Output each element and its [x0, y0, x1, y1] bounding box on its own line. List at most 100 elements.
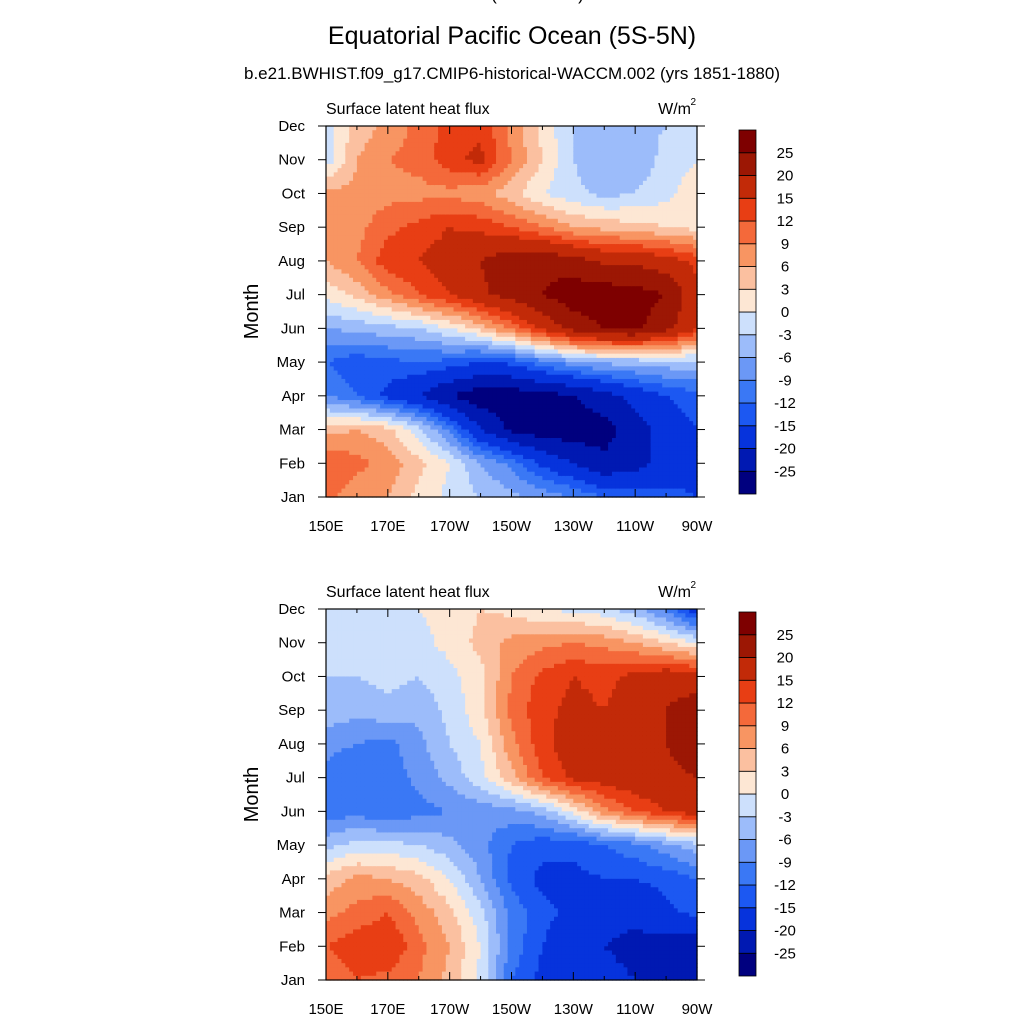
- field-cell: [376, 374, 381, 380]
- field-cell: [426, 269, 431, 275]
- field-cell: [418, 345, 424, 351]
- field-cell: [438, 391, 443, 397]
- field-cell: [391, 311, 397, 317]
- field-cell: [441, 138, 447, 144]
- field-cell: [507, 429, 513, 435]
- field-cell: [526, 450, 532, 456]
- field-cell: [395, 159, 401, 165]
- field-cell: [488, 400, 493, 405]
- field-cell: [445, 488, 451, 494]
- field-cell: [391, 290, 397, 296]
- field-cell: [530, 151, 536, 157]
- field-cell: [426, 383, 431, 388]
- field-cell: [430, 345, 435, 351]
- field-cell: [376, 239, 381, 245]
- field-cell: [449, 218, 455, 224]
- contour-field: [326, 126, 698, 498]
- field-cell: [399, 459, 404, 464]
- field-cell: [414, 176, 420, 182]
- field-cell: [519, 260, 524, 266]
- field-cell: [380, 404, 385, 410]
- field-cell: [341, 227, 346, 232]
- field-cell: [403, 425, 408, 431]
- field-cell: [345, 336, 350, 342]
- field-cell: [383, 231, 389, 237]
- field-cell: [418, 349, 424, 355]
- field-cell: [534, 151, 540, 157]
- field-cell: [465, 155, 470, 161]
- field-cell: [534, 425, 540, 431]
- field-cell: [329, 227, 335, 232]
- field-cell: [461, 319, 466, 325]
- field-cell: [472, 210, 478, 216]
- field-cell: [480, 353, 486, 359]
- field-cell: [492, 159, 497, 165]
- field-cell: [333, 383, 339, 388]
- field-cell: [480, 408, 486, 414]
- field-cell: [542, 176, 547, 182]
- field-cell: [407, 273, 412, 279]
- field-cell: [507, 180, 513, 186]
- field-cell: [449, 138, 455, 144]
- field-cell: [465, 311, 470, 317]
- field-cell: [476, 341, 482, 346]
- field-cell: [538, 281, 544, 287]
- field-cell: [523, 231, 528, 237]
- field-cell: [403, 412, 408, 418]
- field-cell: [484, 210, 489, 216]
- field-cell: [364, 341, 370, 346]
- field-cell: [368, 408, 373, 414]
- field-cell: [364, 256, 370, 262]
- field-cell: [395, 480, 401, 485]
- field-cell: [538, 345, 544, 351]
- field-cell: [422, 416, 428, 422]
- field-cell: [337, 298, 343, 304]
- field-cell: [368, 227, 373, 232]
- field-cell: [534, 492, 540, 498]
- field-cell: [476, 231, 482, 237]
- field-cell: [449, 307, 455, 313]
- field-cell: [395, 260, 401, 266]
- field-cell: [356, 374, 362, 380]
- field-cell: [333, 433, 339, 439]
- field-cell: [441, 159, 447, 165]
- field-cell: [403, 130, 408, 136]
- field-cell: [530, 353, 536, 359]
- field-cell: [337, 336, 343, 342]
- field-cell: [542, 357, 547, 363]
- field-cell: [519, 159, 524, 165]
- field-cell: [523, 480, 528, 485]
- field-cell: [449, 286, 455, 292]
- field-cell: [387, 147, 393, 152]
- field-cell: [333, 404, 339, 410]
- field-cell: [472, 126, 478, 131]
- field-cell: [329, 341, 335, 346]
- field-cell: [360, 235, 366, 241]
- field-cell: [349, 463, 354, 469]
- field-cell: [337, 260, 343, 266]
- field-cell: [391, 366, 397, 372]
- field-cell: [499, 484, 505, 490]
- field-cell: [383, 332, 389, 338]
- field-cell: [530, 446, 536, 452]
- field-cell: [353, 324, 358, 329]
- field-cell: [422, 429, 428, 435]
- field-cell: [399, 429, 404, 435]
- field-cell: [411, 341, 416, 346]
- field-cell: [511, 273, 516, 279]
- field-cell: [337, 480, 343, 485]
- field-cell: [530, 362, 536, 367]
- field-cell: [426, 126, 431, 131]
- field-cell: [414, 336, 420, 342]
- field-cell: [453, 206, 458, 211]
- field-cell: [329, 446, 335, 452]
- field-cell: [376, 222, 381, 228]
- field-cell: [449, 235, 455, 241]
- field-cell: [472, 311, 478, 317]
- field-cell: [499, 332, 505, 338]
- field-cell: [422, 378, 428, 384]
- field-cell: [461, 281, 466, 287]
- field-cell: [530, 235, 536, 241]
- field-cell: [380, 227, 385, 232]
- field-cell: [422, 277, 428, 283]
